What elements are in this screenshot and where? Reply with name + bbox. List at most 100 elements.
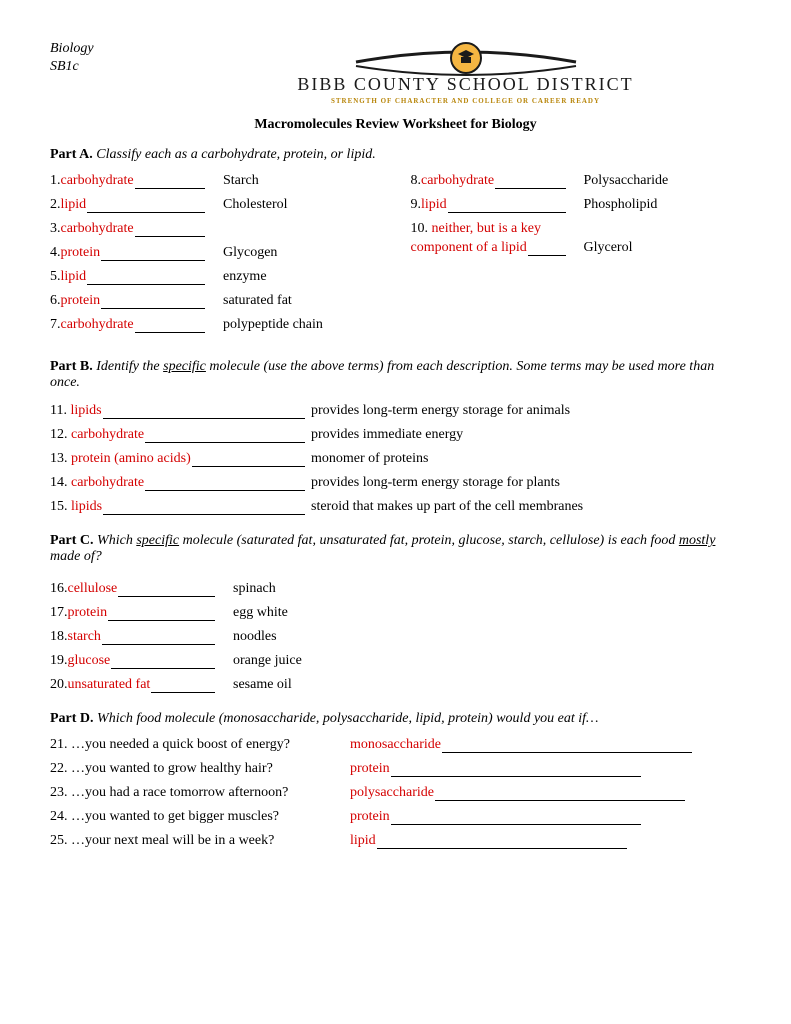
q13-answer: protein (amino acids) xyxy=(71,451,191,467)
page-header: Biology SB1c BIBB COUNTY SCHOOL DISTRICT… xyxy=(50,40,741,105)
q7-term: polypeptide chain xyxy=(205,317,323,333)
blank-line xyxy=(391,811,641,825)
q14-desc: provides long-term energy storage for pl… xyxy=(305,475,560,491)
q5-answer: lipid xyxy=(61,269,87,285)
q5: 5. lipidenzyme xyxy=(50,269,381,285)
district-logo-icon xyxy=(336,40,596,76)
q6-term: saturated fat xyxy=(205,293,292,309)
district-tagline: STRENGTH OF CHARACTER AND COLLEGE OR CAR… xyxy=(250,97,681,105)
q23-answer: polysaccharide xyxy=(350,785,434,801)
part-a-header: Part A. Classify each as a carbohydrate,… xyxy=(50,147,741,163)
part-b-instructions: Identify the specific molecule (use the … xyxy=(50,359,714,390)
part-d-header: Part D. Which food molecule (monosacchar… xyxy=(50,711,741,727)
blank-line xyxy=(435,787,685,801)
district-logo-block: BIBB COUNTY SCHOOL DISTRICT STRENGTH OF … xyxy=(250,40,681,105)
blank-line xyxy=(442,739,692,753)
q11-desc: provides long-term energy storage for an… xyxy=(305,403,570,419)
q1-answer: carbohydrate xyxy=(61,173,134,189)
part-d-body: 21. …you needed a quick boost of energy?… xyxy=(50,737,741,849)
blank-line xyxy=(103,501,305,515)
q1: 1. carbohydrateStarch xyxy=(50,173,381,189)
q12-desc: provides immediate energy xyxy=(305,427,463,443)
part-a-right-column: 8. carbohydratePolysaccharide 9. lipidPh… xyxy=(411,173,742,341)
q15-answer: lipids xyxy=(71,499,102,515)
blank-line xyxy=(101,295,205,309)
part-d-instructions: Which food molecule (monosaccharide, pol… xyxy=(97,711,598,726)
q10-term: Glycerol xyxy=(566,240,633,256)
q13: 13. protein (amino acids)monomer of prot… xyxy=(50,451,741,467)
q11-answer: lipids xyxy=(70,403,101,419)
part-b-header: Part B. Identify the specific molecule (… xyxy=(50,359,741,391)
worksheet-title: Macromolecules Review Worksheet for Biol… xyxy=(50,117,741,133)
q15-desc: steroid that makes up part of the cell m… xyxy=(305,499,583,515)
q7-answer: carbohydrate xyxy=(61,317,134,333)
blank-line xyxy=(151,679,215,693)
q10-answer-l2: component of a lipid xyxy=(411,240,527,256)
blank-line xyxy=(145,477,305,491)
blank-line xyxy=(192,453,305,467)
q1-term: Starch xyxy=(205,173,259,189)
q13-desc: monomer of proteins xyxy=(305,451,428,467)
q14-answer: carbohydrate xyxy=(71,475,144,491)
part-a-body: 1. carbohydrateStarch 2. lipidCholestero… xyxy=(50,173,741,341)
q20-answer: unsaturated fat xyxy=(68,677,151,693)
q24: 24. …you wanted to get bigger muscles?pr… xyxy=(50,809,741,825)
q25: 25. …your next meal will be in a week?li… xyxy=(50,833,741,849)
blank-line xyxy=(135,175,205,189)
q16: 16. cellulosespinach xyxy=(50,581,741,597)
blank-line xyxy=(145,429,305,443)
q19: 19. glucoseorange juice xyxy=(50,653,741,669)
blank-line xyxy=(111,655,215,669)
blank-line xyxy=(102,631,215,645)
q10: 10. neither, but is a key component of a… xyxy=(411,221,742,256)
q24-question: …you wanted to get bigger muscles? xyxy=(71,809,279,824)
q2-answer: lipid xyxy=(61,197,87,213)
blank-line xyxy=(377,835,627,849)
part-c-instructions: Which specific molecule (saturated fat, … xyxy=(50,533,715,564)
q18: 18. starchnoodles xyxy=(50,629,741,645)
q8-term: Polysaccharide xyxy=(566,173,669,189)
blank-line xyxy=(135,223,205,237)
blank-line xyxy=(101,247,205,261)
q19-term: orange juice xyxy=(215,653,302,669)
q11: 11. lipidsprovides long-term energy stor… xyxy=(50,403,741,419)
course-name: Biology xyxy=(50,40,250,58)
part-b-label: Part B. xyxy=(50,359,93,374)
blank-line xyxy=(87,271,205,285)
q3-answer: carbohydrate xyxy=(61,221,134,237)
q8-answer: carbohydrate xyxy=(421,173,494,189)
q15: 15. lipidssteroid that makes up part of … xyxy=(50,499,741,515)
q5-term: enzyme xyxy=(205,269,267,285)
blank-line xyxy=(528,242,566,256)
q9-answer: lipid xyxy=(421,197,447,213)
q21-question: …you needed a quick boost of energy? xyxy=(71,737,290,752)
q10-answer-l1: neither, xyxy=(432,221,474,236)
part-c-header: Part C. Which specific molecule (saturat… xyxy=(50,533,741,565)
q18-term: noodles xyxy=(215,629,277,645)
part-a-instructions: Classify each as a carbohydrate, protein… xyxy=(96,147,375,162)
q17-answer: protein xyxy=(68,605,108,621)
course-code: SB1c xyxy=(50,58,250,76)
part-b-body: 11. lipidsprovides long-term energy stor… xyxy=(50,403,741,515)
blank-line xyxy=(448,199,566,213)
part-c-label: Part C. xyxy=(50,533,94,548)
q23: 23. …you had a race tomorrow afternoon?p… xyxy=(50,785,741,801)
q2-term: Cholesterol xyxy=(205,197,288,213)
q6-answer: protein xyxy=(61,293,101,309)
q4: 4. proteinGlycogen xyxy=(50,245,381,261)
part-d-label: Part D. xyxy=(50,711,94,726)
district-name: BIBB COUNTY SCHOOL DISTRICT xyxy=(250,74,681,95)
blank-line xyxy=(103,405,305,419)
q22-answer: protein xyxy=(350,761,390,777)
q9-term: Phospholipid xyxy=(566,197,658,213)
blank-line xyxy=(108,607,215,621)
q20: 20. unsaturated fatsesame oil xyxy=(50,677,741,693)
q17: 17. proteinegg white xyxy=(50,605,741,621)
q24-answer: protein xyxy=(350,809,390,825)
part-c-body: 16. cellulosespinach 17. proteinegg whit… xyxy=(50,581,741,693)
part-a-label: Part A. xyxy=(50,147,93,162)
q4-term: Glycogen xyxy=(205,245,277,261)
q23-question: …you had a race tomorrow afternoon? xyxy=(71,785,288,800)
q20-term: sesame oil xyxy=(215,677,292,693)
q7: 7. carbohydratepolypeptide chain xyxy=(50,317,381,333)
